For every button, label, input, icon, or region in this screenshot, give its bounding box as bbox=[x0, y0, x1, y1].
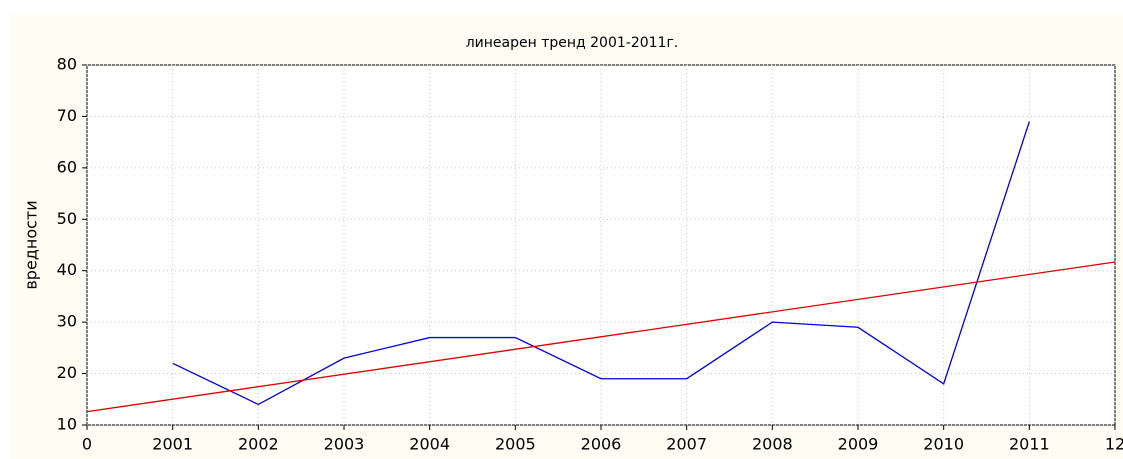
y-tick-label: 70 bbox=[57, 106, 77, 125]
x-tick-label: 2008 bbox=[752, 435, 793, 454]
x-tick-label: 12 bbox=[1105, 435, 1123, 454]
x-tick-label: 2002 bbox=[238, 435, 279, 454]
y-tick-label: 40 bbox=[57, 260, 77, 279]
data-line bbox=[86, 261, 1116, 413]
x-tick-label: 2007 bbox=[666, 435, 707, 454]
y-tick-label: 10 bbox=[57, 415, 77, 434]
y-tick-label: 80 bbox=[57, 55, 77, 74]
x-tick-label: 2006 bbox=[581, 435, 622, 454]
x-tick-label: 0 bbox=[82, 435, 92, 454]
y-tick-label: 30 bbox=[57, 312, 77, 331]
x-tick-label: 2001 bbox=[152, 435, 193, 454]
y-axis-label: вредности bbox=[22, 200, 41, 289]
x-tick-label: 2005 bbox=[495, 435, 536, 454]
chart-title: линеарен тренд 2001-2011г. bbox=[466, 35, 679, 51]
x-tick-label: 2011 bbox=[1009, 435, 1050, 454]
x-tick-label: 2009 bbox=[838, 435, 879, 454]
data-line bbox=[172, 121, 1030, 406]
x-tick-label: 2003 bbox=[324, 435, 365, 454]
x-tick-label: 2004 bbox=[409, 435, 450, 454]
y-tick-label: 20 bbox=[57, 363, 77, 382]
x-tick-label: 2010 bbox=[923, 435, 964, 454]
y-tick-label: 60 bbox=[57, 157, 77, 176]
y-tick-label: 50 bbox=[57, 209, 77, 228]
